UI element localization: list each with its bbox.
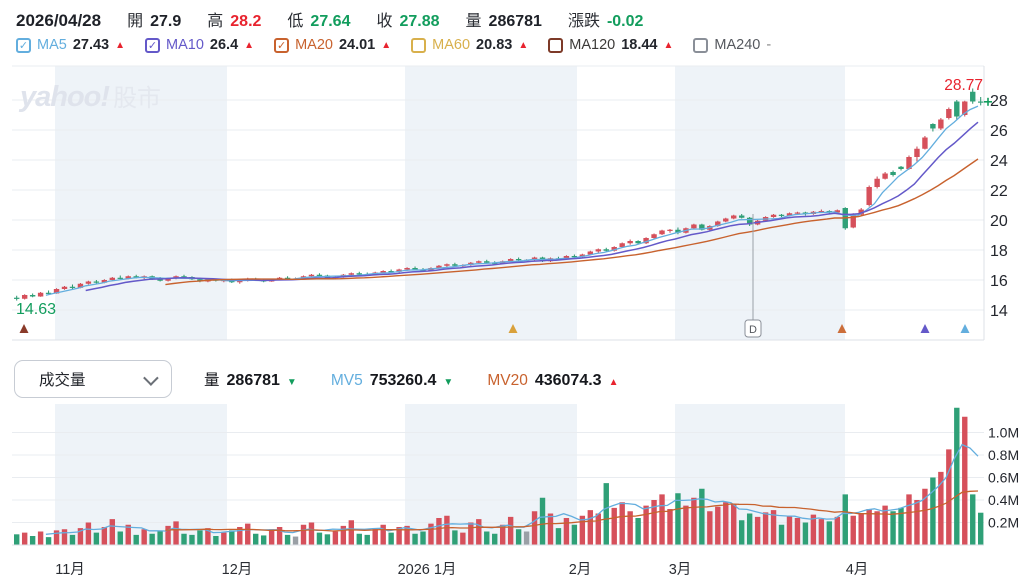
ma240-toggle[interactable]: MA240- bbox=[693, 37, 771, 53]
ma-label: MA240 bbox=[714, 37, 761, 53]
ma-value: 24.01 bbox=[338, 37, 376, 53]
ma-label: MA60 bbox=[432, 37, 471, 53]
signal-triangle-icon bbox=[960, 324, 970, 333]
ma240-checkbox[interactable] bbox=[693, 37, 709, 53]
signal-triangle-icon bbox=[837, 324, 847, 333]
max-price-label: 28.77 bbox=[944, 77, 983, 94]
quote-label: 高 bbox=[207, 13, 224, 30]
svg-text:28: 28 bbox=[990, 93, 1008, 110]
ma-value: 26.4 bbox=[209, 37, 239, 53]
volume-field-量: 量 286781 ▼ bbox=[204, 372, 297, 389]
svg-text:18: 18 bbox=[990, 243, 1008, 260]
quote-label: 漲跌 bbox=[567, 13, 600, 30]
volume-field-MV5: MV5 753260.4 ▼ bbox=[330, 372, 454, 389]
indicator-dropdown-label: 成交量 bbox=[39, 372, 86, 389]
quote-date: 2026/04/28 bbox=[16, 11, 102, 30]
quote-label: 開 bbox=[127, 13, 144, 30]
ma-label: MA10 bbox=[166, 37, 204, 53]
trend-down-icon: ▼ bbox=[286, 377, 297, 388]
ma5-checkbox-checked[interactable]: ✓ bbox=[16, 37, 31, 53]
quote-fields: 開 27.9 高 28.2 低 27.64 收 27.88 量 286781 漲跌 -0.… bbox=[127, 7, 643, 31]
svg-text:22: 22 bbox=[990, 183, 1008, 200]
svg-text:14: 14 bbox=[990, 303, 1008, 320]
month-label: 12月 bbox=[221, 562, 253, 578]
quote-field-高: 高 28.2 bbox=[207, 7, 261, 31]
dividend-marker bbox=[744, 319, 762, 338]
ma-value: 18.44 bbox=[621, 37, 658, 53]
month-label: 2月 bbox=[568, 562, 592, 578]
ma-label: MA120 bbox=[569, 37, 616, 53]
signal-triangle-icon bbox=[508, 324, 518, 333]
price-chart[interactable]: 28 26 24 22 20 18 16 14 28.77 14.63 D bbox=[0, 62, 1024, 352]
indicator-dropdown[interactable]: 成交量 bbox=[14, 360, 172, 398]
volume-legend: 量 286781 ▼ MV5 753260.4 ▼ MV20 436074.3 ▲ bbox=[204, 368, 618, 390]
quote-field-低: 低 27.64 bbox=[287, 7, 350, 31]
svg-text:0.4M: 0.4M bbox=[988, 492, 1019, 508]
trend-up-icon: ▲ bbox=[663, 39, 674, 51]
quote-label: 低 bbox=[287, 13, 304, 30]
volume-chart[interactable]: 1.0M 0.8M 0.6M 0.4M 0.2M bbox=[0, 404, 1024, 558]
quote-field-量: 量 286781 bbox=[466, 7, 542, 31]
month-label: 11月 bbox=[55, 562, 85, 578]
ma60-toggle[interactable]: MA60 20.83 ▲ bbox=[411, 37, 528, 53]
month-label: 2026 1月 bbox=[397, 562, 457, 578]
quote-label: 收 bbox=[376, 13, 393, 30]
svg-text:20: 20 bbox=[990, 213, 1008, 230]
ma10-toggle[interactable]: ✓ MA10 26.4 ▲ bbox=[145, 37, 254, 53]
trend-down-icon: ▼ bbox=[443, 377, 454, 388]
quote-value: 27.9 bbox=[150, 13, 182, 30]
quote-value: 286781 bbox=[488, 13, 542, 30]
stock-quote-bar: 2026/04/28 開 27.9 高 28.2 低 27.64 收 27.88 量 2… bbox=[16, 7, 643, 31]
svg-text:0.2M: 0.2M bbox=[988, 515, 1019, 531]
ma-value: - bbox=[766, 37, 772, 53]
quote-field-漲跌: 漲跌 -0.02 bbox=[568, 7, 643, 31]
ma10-checkbox-checked[interactable]: ✓ bbox=[145, 37, 161, 53]
month-label: 3月 bbox=[668, 562, 692, 578]
svg-text:16: 16 bbox=[990, 273, 1008, 290]
month-label: 4月 bbox=[845, 562, 869, 578]
trend-up-icon: ▲ bbox=[244, 39, 255, 51]
quote-field-開: 開 27.9 bbox=[127, 7, 181, 31]
svg-text:24: 24 bbox=[990, 153, 1008, 170]
ma60-checkbox[interactable] bbox=[411, 37, 427, 53]
ma-value: 20.83 bbox=[476, 37, 513, 53]
quote-label: 量 bbox=[465, 13, 482, 30]
trend-up-icon: ▲ bbox=[518, 39, 529, 51]
trend-up-icon: ▲ bbox=[115, 39, 126, 51]
svg-text:1.0M: 1.0M bbox=[988, 425, 1019, 441]
svg-text:D: D bbox=[749, 324, 757, 336]
signal-triangle-icon bbox=[19, 324, 29, 333]
ma5-toggle[interactable]: ✓ MA5 27.43 ▲ bbox=[16, 37, 125, 53]
svg-text:0.8M: 0.8M bbox=[988, 447, 1019, 463]
ma120-toggle[interactable]: MA120 18.44 ▲ bbox=[548, 37, 673, 53]
quote-field-收: 收 27.88 bbox=[376, 7, 439, 31]
ma-value: 27.43 bbox=[72, 37, 110, 53]
quote-value: 27.64 bbox=[310, 13, 351, 30]
quote-value: -0.02 bbox=[606, 13, 644, 30]
quote-value: 27.88 bbox=[399, 13, 440, 30]
time-axis: 11月 12月 2026 1月 2月 3月 4月 bbox=[0, 558, 1024, 580]
trend-up-icon: ▲ bbox=[381, 39, 392, 51]
min-price-label: 14.63 bbox=[16, 301, 56, 318]
volume-toolbar: 成交量 量 286781 ▼ MV5 753260.4 ▼ MV20 436074.3 ▲ bbox=[0, 356, 1024, 402]
ma20-checkbox-checked[interactable]: ✓ bbox=[274, 37, 290, 53]
signal-triangle-icon bbox=[920, 324, 930, 333]
ma-label: MA5 bbox=[37, 37, 67, 53]
ma-legend: ✓ MA5 27.43 ▲ ✓ MA10 26.4 ▲ ✓ MA20 24.01 ▲ MA60 20.83… bbox=[16, 37, 771, 53]
ma-label: MA20 bbox=[295, 37, 333, 53]
svg-text:26: 26 bbox=[990, 123, 1008, 140]
svg-text:0.6M: 0.6M bbox=[988, 470, 1019, 486]
chevron-down-icon bbox=[143, 369, 159, 386]
ma20-toggle[interactable]: ✓ MA20 24.01 ▲ bbox=[274, 37, 391, 53]
quote-value: 28.2 bbox=[230, 13, 262, 30]
trend-up-icon: ▲ bbox=[608, 377, 619, 388]
ma120-checkbox[interactable] bbox=[548, 37, 564, 53]
volume-field-MV20: MV20 436074.3 ▲ bbox=[487, 372, 619, 389]
